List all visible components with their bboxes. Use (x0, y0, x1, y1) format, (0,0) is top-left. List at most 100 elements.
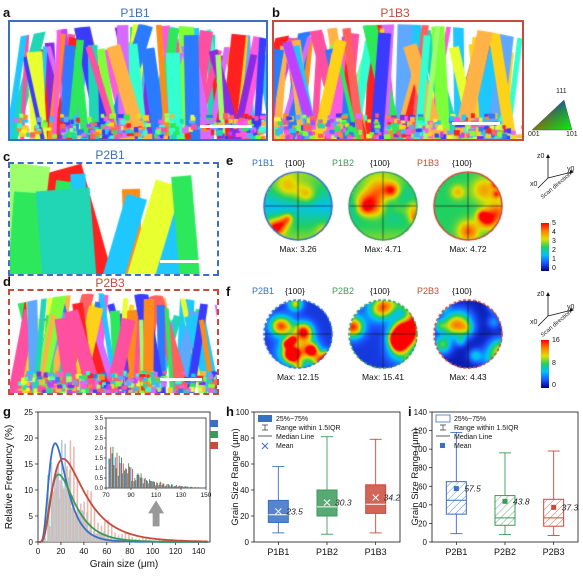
chart-g-ylabel: Relative Frequency (%) (4, 425, 15, 529)
chart-g-inset-bar (113, 464, 115, 488)
colorbar-f (541, 340, 549, 388)
pole-figure-e-3 (432, 170, 504, 242)
chart-g-inset-bar (138, 474, 140, 488)
pf-max-f-3: Max: 4.43 (449, 372, 487, 382)
chart-g-inset-bar (132, 469, 134, 488)
chart-g-inset-bar (180, 485, 182, 488)
chart-h-mean-marker (372, 494, 380, 501)
chart-i-ytick-label: 40 (418, 501, 427, 510)
chart-g-inset-bar (147, 483, 149, 488)
chart-g-inset-bar (158, 484, 160, 488)
colorbar-e-tick-2: 2 (552, 247, 556, 254)
chart-g-bar (106, 533, 109, 542)
chart-g-inset-bar (171, 484, 172, 488)
chart-g-bar (104, 521, 106, 542)
chart-h-mean-label: 23.5 (285, 506, 303, 516)
chart-g-bar (54, 488, 57, 542)
chart-g-bar (69, 440, 72, 542)
chart-g-bar (60, 439, 63, 542)
chart-h-legend-label: Mean (276, 443, 294, 450)
chart-g-bar (57, 465, 60, 542)
pf-plane-f-3: {100} (452, 286, 472, 296)
chart-i-ytick-label: 120 (414, 427, 428, 436)
chart-g-bar (79, 517, 81, 542)
pf-name-e-3: P1B3 (417, 158, 440, 168)
chart-g-bar (114, 532, 116, 542)
chart-i-box-p2b3 (543, 498, 565, 527)
chart-g-bar (58, 498, 61, 542)
chart-g-ytick-label: 20 (24, 434, 33, 443)
pf-plane-f-2: {100} (370, 286, 390, 296)
chart-g-inset-ytick-label: 2.5 (95, 436, 104, 442)
scale-bar-c (160, 260, 202, 263)
chart-g-inset-bar (157, 482, 159, 488)
chart-g-xtick-label: 140 (192, 547, 206, 556)
chart-g-inset-xtick-label: 70 (102, 492, 110, 499)
chart-g-inset-bar (143, 478, 145, 488)
chart-g-inset-bar (125, 468, 127, 488)
chart-g-bar (121, 533, 123, 542)
chart-g-inset-bar (189, 486, 191, 488)
chart-g-bar (59, 480, 61, 542)
chart-g-inset-bar (171, 484, 173, 488)
chart-g-inset-bar (121, 457, 122, 488)
chart-g-bar (110, 525, 113, 542)
chart-g-inset-ytick-label: 0.0 (95, 486, 104, 492)
chart-g-bar (78, 509, 80, 542)
panel-title-a: P1B1 (120, 6, 150, 20)
chart-g-inset-ytick-label: 1.5 (95, 456, 104, 462)
chart-i-legend-box-swatch (435, 414, 451, 423)
chart-g-inset-bar (159, 482, 161, 488)
chart-h-legend-range-swatch (262, 424, 268, 431)
chart-g-inset-bar (146, 480, 148, 488)
chart-i-legend-range-swatch (440, 424, 446, 431)
chart-g-bar (93, 507, 96, 542)
chart-g-ytick-label: 5 (29, 512, 34, 521)
chart-g-inset-bar (184, 486, 186, 488)
chart-g-inset-bar (108, 458, 110, 488)
panel-label-g: g (3, 404, 11, 419)
chart-g-xtick-label: 80 (125, 547, 134, 556)
chart-g-xtick-label: 20 (56, 547, 65, 556)
chart-g-bar (103, 531, 105, 542)
axes-triad-e (537, 154, 574, 189)
colorbar-e-tick-5: 5 (552, 220, 556, 227)
chart-g-bar (73, 446, 75, 542)
chart-g-inset-bar (165, 485, 167, 488)
chart-g-ytick-label: 10 (24, 486, 33, 495)
chart-g-inset-bar (109, 458, 111, 488)
chart-g-legend-swatch (210, 442, 218, 449)
chart-g-inset-bar (191, 486, 193, 488)
chart-g-inset-bar (115, 468, 117, 488)
chart-g-xlabel: Grain size (μm) (90, 559, 159, 570)
chart-g-bar (66, 466, 68, 542)
chart-g-inset-bar (164, 486, 166, 488)
scale-bar-b (452, 122, 500, 125)
panel-label-d: d (3, 274, 11, 289)
chart-g-inset-bar (149, 479, 151, 488)
chart-h-ytick-label: 80 (240, 434, 249, 443)
chart-h-box-p1b3 (365, 484, 387, 514)
chart-g-inset-bar (129, 466, 130, 488)
chart-h-legend-mean-swatch (261, 442, 269, 450)
chart-g-inset-bar (139, 477, 141, 488)
ipf-label-001: 001 (528, 131, 540, 138)
chart-i-mean-label: 37.3 (562, 502, 579, 512)
chart-g-inset-xtick-label: 130 (176, 492, 187, 499)
chart-g-inset-bar (174, 486, 176, 488)
ebsd-map-d (8, 289, 219, 395)
chart-h-ytick-label: 40 (240, 486, 249, 495)
chart-g-ytick-label: 25 (24, 408, 33, 417)
ebsd-image-b (274, 22, 522, 139)
chart-g-inset-xtick-label: 110 (151, 492, 162, 499)
triad-e-y: y0 (567, 166, 575, 173)
axes-triad-f (537, 292, 574, 327)
chart-g-inset-bar (112, 446, 114, 488)
pf-name-e-2: P1B2 (332, 158, 355, 168)
chart-g-inset-bar (178, 486, 180, 488)
ipf-color-key (531, 99, 573, 131)
panel-label-a: a (3, 5, 11, 20)
panel-label-h: h (226, 404, 234, 419)
chart-g-bar (99, 532, 102, 542)
ebsd-map-b (272, 20, 524, 141)
